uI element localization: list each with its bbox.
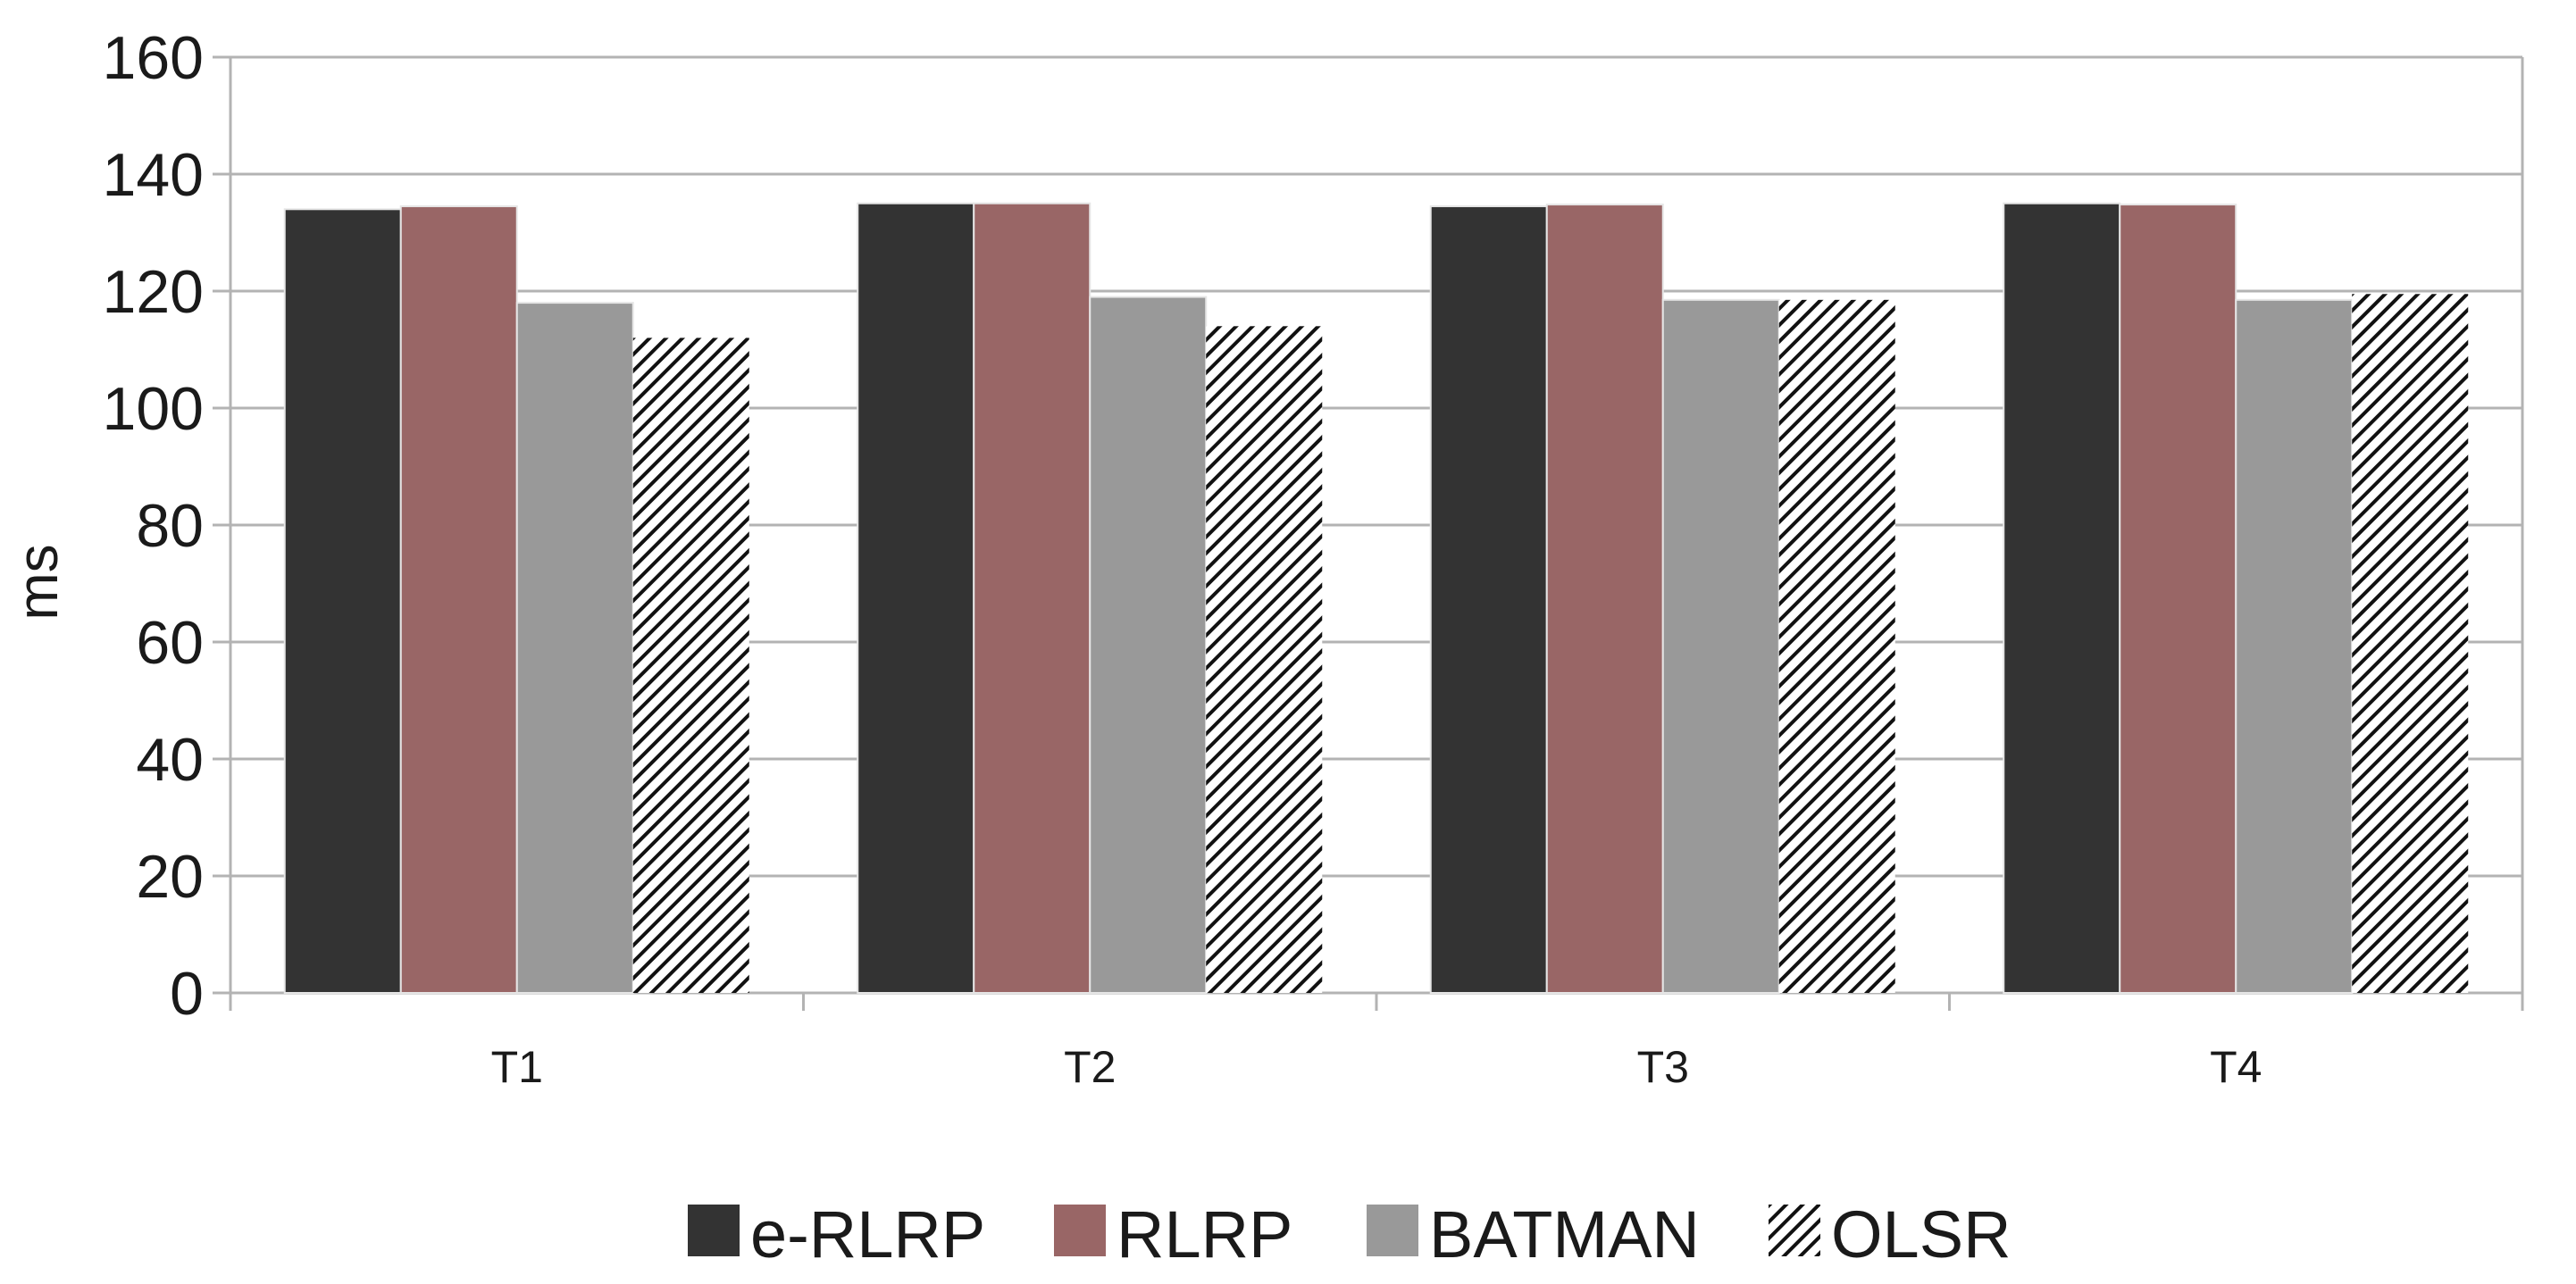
legend-swatch-e-rlrp (688, 1205, 740, 1256)
bar-olsr-t3 (1778, 299, 1895, 993)
legend-label-batman: BATMAN (1429, 1197, 1700, 1271)
bar-e-rlrp-t3 (1429, 205, 1548, 994)
y-tick-label: 160 (103, 24, 204, 92)
x-tick-label: T4 (2210, 1042, 2262, 1092)
bar-rlrp-t4 (2119, 204, 2237, 994)
x-tick-label: T3 (1637, 1042, 1689, 1092)
x-tick-label: T2 (1064, 1042, 1116, 1092)
bar-olsr-t4 (2352, 294, 2469, 993)
bar-e-rlrp-t4 (2003, 202, 2121, 994)
y-tick-label: 0 (170, 960, 204, 1028)
legend: e-RLRP RLRP BATMAN OLSR (688, 1197, 2011, 1271)
x-tick-label: T1 (491, 1042, 543, 1092)
y-tick-label: 120 (103, 258, 204, 326)
bar-e-rlrp-t1 (283, 208, 402, 995)
bar-batman-t1 (515, 302, 634, 995)
bar-rlrp-t1 (399, 205, 518, 994)
legend-swatch-olsr (1769, 1205, 1820, 1256)
bar-olsr-t2 (1206, 326, 1323, 993)
legend-swatch-rlrp (1054, 1205, 1106, 1256)
y-tick-label: 40 (136, 726, 204, 794)
bar-e-rlrp-t2 (857, 202, 975, 994)
bar-batman-t2 (1089, 296, 1208, 994)
bars (283, 202, 2469, 995)
legend-label-e-rlrp: e-RLRP (750, 1197, 985, 1271)
y-tick-label: 60 (136, 609, 204, 677)
bar-batman-t4 (2235, 298, 2354, 994)
y-tick-label: 100 (103, 375, 204, 443)
legend-label-olsr: OLSR (1831, 1197, 2011, 1271)
y-tick-label: 80 (136, 492, 204, 560)
y-axis-label: ms (5, 544, 70, 620)
legend-label-rlrp: RLRP (1117, 1197, 1292, 1271)
bar-olsr-t1 (632, 338, 749, 993)
y-tick-labels: 0 20 40 60 80 100 120 140 160 (103, 24, 204, 1028)
bar-rlrp-t2 (973, 202, 1091, 994)
x-tick-labels: T1 T2 T3 T4 (491, 1042, 2262, 1092)
y-tick-label: 20 (136, 843, 204, 911)
bar-batman-t3 (1661, 298, 1780, 994)
y-tick-label: 140 (103, 141, 204, 209)
legend-swatch-batman (1367, 1205, 1418, 1256)
bar-rlrp-t3 (1545, 204, 1664, 994)
